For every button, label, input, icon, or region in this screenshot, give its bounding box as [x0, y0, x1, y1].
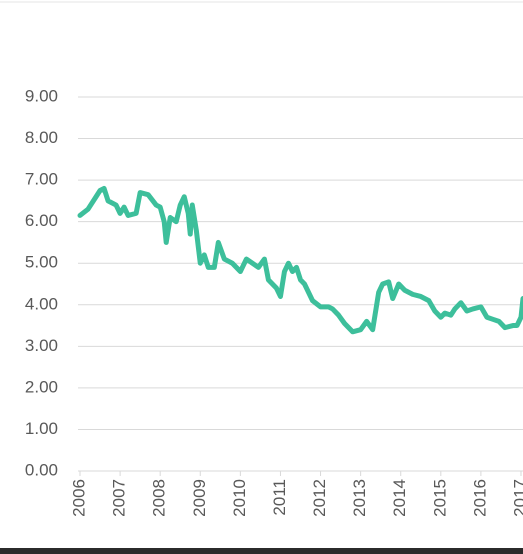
y-tick-label: 5.00: [25, 253, 58, 272]
y-tick-label: 1.00: [25, 419, 58, 438]
y-tick-label: 9.00: [25, 86, 58, 105]
x-tick-label: 2014: [390, 479, 409, 517]
x-tick-label: 2015: [430, 479, 449, 517]
x-tick-label: 2008: [150, 479, 169, 517]
x-tick-label: 2013: [350, 479, 369, 517]
x-tick-label: 2012: [310, 479, 329, 517]
x-tick-label: 2016: [470, 479, 489, 517]
y-tick-label: 4.00: [25, 294, 58, 313]
y-tick-label: 6.00: [25, 211, 58, 230]
y-tick-label: 0.00: [25, 460, 58, 479]
x-tick-label: 2007: [110, 479, 129, 517]
x-tick-label: 2009: [190, 479, 209, 517]
y-tick-label: 2.00: [25, 377, 58, 396]
x-tick-label: 2017: [510, 479, 523, 517]
data-line: [77, 185, 523, 335]
y-tick-label: 3.00: [25, 336, 58, 355]
y-tick-label: 8.00: [25, 128, 58, 147]
x-tick-label: 2011: [270, 479, 289, 516]
bottom-bar: [0, 548, 523, 554]
y-tick-label: 7.00: [25, 170, 58, 189]
x-tick-label: 2010: [230, 479, 249, 517]
x-tick-label: 2006: [69, 479, 88, 517]
